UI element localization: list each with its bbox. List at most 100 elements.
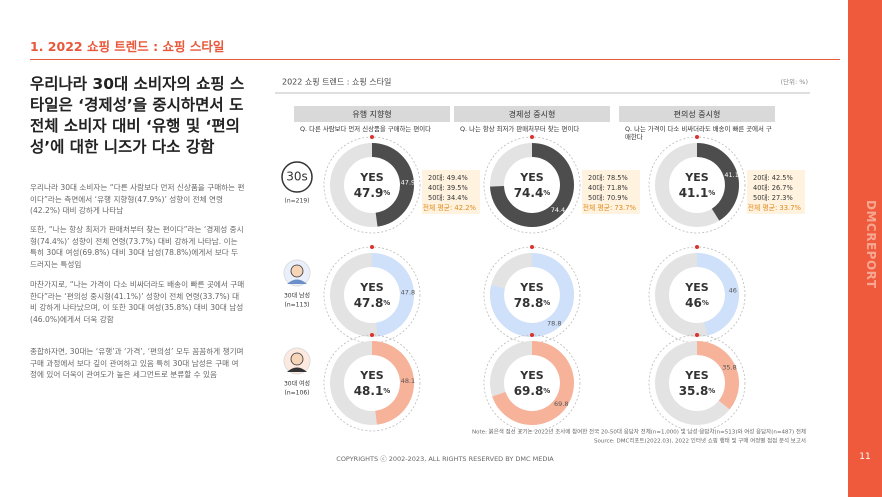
reference-dot xyxy=(695,135,699,139)
source: Source: DMC리포트(2022.03), 2022 인터넷 쇼핑 행태 … xyxy=(594,437,806,445)
center-label: YES xyxy=(684,171,708,184)
donut-segment xyxy=(490,143,574,228)
center-label: YES xyxy=(519,281,543,294)
column-header: 편의성 중시형 xyxy=(674,109,721,119)
center-unit: % xyxy=(383,189,390,197)
chart-panel: 2022 쇼핑 트렌드 : 쇼핑 스타일 (단위: %) Note: 붉은색 점… xyxy=(275,77,810,463)
average: 전체 평균: 33.7% xyxy=(748,203,802,212)
unit: (단위: %) xyxy=(781,77,808,86)
donut-segment xyxy=(492,341,574,425)
breakdown-item: 20대: 78.5% xyxy=(588,174,628,182)
breakdown-item: 50대: 34.4% xyxy=(428,194,468,202)
donut-segment xyxy=(490,253,575,337)
headline: 우리나라 30대 소비자의 쇼핑 스타일은 ‘경제성’을 중시하면서 도 전체 … xyxy=(30,75,245,156)
breakdown-item: 40대: 26.7% xyxy=(753,184,793,192)
center-label: YES xyxy=(359,369,383,382)
row-n: (n=106) xyxy=(285,390,310,397)
center-value: 41.1% xyxy=(679,186,716,200)
reference-dot xyxy=(695,245,699,249)
center-unit: % xyxy=(702,299,709,307)
center-number: 35.8 xyxy=(679,384,709,398)
panel-title: 2022 쇼핑 트렌드 : 쇼핑 스타일 xyxy=(282,77,391,87)
center-label: YES xyxy=(519,369,543,382)
segment-label: 48.1 xyxy=(401,377,415,385)
title-rule xyxy=(30,59,840,60)
center-number: 47.9 xyxy=(354,186,384,200)
center-label: YES xyxy=(684,369,708,382)
breakdown-item: 20대: 49.4% xyxy=(428,174,468,182)
center-unit: % xyxy=(543,189,550,197)
avatar-face xyxy=(290,352,304,366)
center-number: 48.1 xyxy=(354,384,384,398)
paragraph: 또한, “나는 항상 최저가 판매처부터 찾는 편이다”라는 ‘경제성 중시형(… xyxy=(30,225,244,269)
page-number: 11 xyxy=(859,452,871,462)
question-box: Q. 나는 항상 최저가 판매처부터 찾는 편이다 xyxy=(460,125,579,133)
avatar-body xyxy=(287,279,307,284)
breakdown-box xyxy=(582,170,640,214)
center-number: 78.8 xyxy=(514,296,544,310)
segment-label: 78.8 xyxy=(547,319,561,327)
column-header-box xyxy=(454,106,610,122)
center-label: YES xyxy=(684,281,708,294)
reference-dot xyxy=(370,245,374,249)
center-unit: % xyxy=(383,387,390,395)
center-unit: % xyxy=(383,299,390,307)
row-n: (n=113) xyxy=(285,302,310,309)
center-value: 35.8% xyxy=(679,384,716,398)
center-label: YES xyxy=(359,281,383,294)
question: Q. 다른 사람보다 먼저 신상품을 구매하는 편이다 xyxy=(300,125,431,133)
paragraph: 우리나라 30대 소비자는 “다른 사람보다 먼저 신상품을 구매하는 편이다”… xyxy=(30,183,245,215)
avatar-body xyxy=(287,367,307,372)
question: Q. 나는 가격이 다소 비싸더라도 배송이 빠른 곳에서 구매한다 xyxy=(625,125,772,141)
center-number: 41.1 xyxy=(679,186,709,200)
center-unit: % xyxy=(543,387,550,395)
row-label: 30대 남성 xyxy=(284,292,310,300)
breakdown-item: 50대: 70.9% xyxy=(588,194,628,202)
row-label: 30대 여성 xyxy=(284,380,310,388)
center-number: 46 xyxy=(685,296,702,310)
reference-dot xyxy=(530,333,534,337)
segment-label: 35.8 xyxy=(722,363,736,371)
center-unit: % xyxy=(708,189,715,197)
breakdown-item: 40대: 39.5% xyxy=(428,184,468,192)
breakdown-box xyxy=(747,170,805,214)
donut-segment xyxy=(697,253,739,336)
copyright: COPYRIGHTS ⓒ 2002-2023, ALL RIGHTS RESER… xyxy=(336,455,554,463)
donut-segment xyxy=(372,253,415,337)
paragraph: 종합하자면, 30대는 ‘유행’과 ‘가격’, ‘편의성’ 모두 꼼꼼하게 챙기… xyxy=(30,347,244,379)
breakdown-box xyxy=(422,170,480,214)
center-value: 74.4% xyxy=(514,186,551,200)
donut-segment xyxy=(697,341,740,410)
center-number: 47.8 xyxy=(354,296,384,310)
slide-title: 1. 2022 쇼핑 트렌드 : 쇼핑 스타일 xyxy=(30,39,225,54)
segment-label: 74.4 xyxy=(551,206,565,214)
donut-segment xyxy=(372,143,414,227)
segment-label: 69.8 xyxy=(554,400,568,408)
donut-segment xyxy=(697,143,739,221)
donut-segment xyxy=(372,341,415,425)
segment-label: 47.8 xyxy=(401,289,415,297)
center-number: 74.4 xyxy=(514,186,544,200)
average: 전체 평균: 42.2% xyxy=(423,203,477,212)
center-unit: % xyxy=(708,387,715,395)
breakdown-item: 40대: 71.8% xyxy=(588,184,628,192)
breakdown-item: 20대: 42.5% xyxy=(753,174,793,182)
center-unit: % xyxy=(543,299,550,307)
center-value: 69.8% xyxy=(514,384,551,398)
average: 전체 평균: 73.7% xyxy=(583,203,637,212)
center-number: 69.8 xyxy=(514,384,544,398)
reference-dot xyxy=(530,135,534,139)
avatar-face xyxy=(290,264,304,278)
center-value: 46% xyxy=(685,296,709,310)
center-value: 48.1% xyxy=(354,384,391,398)
center-value: 47.9% xyxy=(354,186,391,200)
column-header: 경제성 중시형 xyxy=(509,109,556,119)
question-box: Q. 다른 사람보다 먼저 신상품을 구매하는 편이다 xyxy=(300,125,431,133)
segment-label: 47.9 xyxy=(401,179,415,187)
note: Note: 붉은색 점선 표기는 2022년 조사에 참여한 전국 20-50대… xyxy=(472,428,806,436)
row-label: 30s xyxy=(286,170,308,184)
side-bar xyxy=(848,0,882,497)
row-n: (n=219) xyxy=(285,198,310,205)
reference-dot xyxy=(370,135,374,139)
